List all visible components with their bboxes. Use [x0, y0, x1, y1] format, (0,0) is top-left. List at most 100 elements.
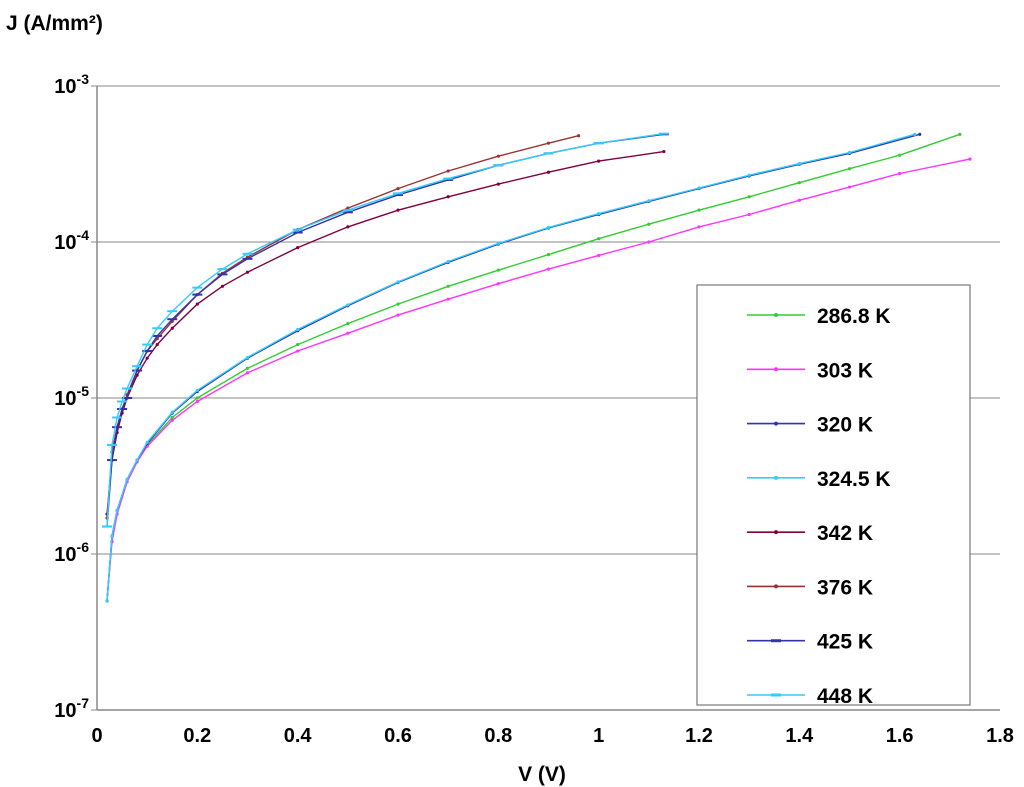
- data-point: [396, 186, 400, 191]
- data-point: [110, 534, 114, 538]
- y-tick-label: 10-4: [54, 227, 89, 254]
- legend-label: 448 K: [817, 685, 873, 708]
- legend-marker: [774, 367, 778, 372]
- legend-entry: 286.8 K: [747, 305, 891, 328]
- data-point: [115, 508, 119, 513]
- legend-label: 376 K: [817, 576, 873, 599]
- data-point: [697, 208, 701, 212]
- data-point: [396, 313, 400, 317]
- data-point: [245, 355, 250, 360]
- legend-entry: 303 K: [747, 359, 873, 382]
- legend-entry: 376 K: [747, 576, 873, 599]
- data-point: [396, 208, 400, 212]
- data-point: [496, 282, 500, 286]
- data-point: [296, 327, 300, 332]
- data-point: [496, 154, 500, 158]
- data-point: [597, 253, 601, 258]
- legend-box: [696, 284, 971, 706]
- x-tick-label: 1.6: [886, 725, 914, 747]
- legend-entry: 320 K: [747, 414, 873, 437]
- data-point: [747, 173, 751, 177]
- data-point: [847, 167, 852, 171]
- data-point: [245, 270, 250, 274]
- data-point: [968, 157, 972, 161]
- data-point: [577, 134, 581, 138]
- series-3: [105, 132, 917, 603]
- data-point: [747, 195, 751, 199]
- data-point: [898, 171, 902, 176]
- data-point: [220, 284, 225, 288]
- legend-label: 324.5 K: [817, 468, 891, 491]
- data-point: [155, 342, 159, 347]
- data-point: [346, 321, 350, 326]
- legend-label: 286.8 K: [817, 305, 891, 328]
- series-group: [102, 132, 972, 603]
- legend-marker: [774, 584, 778, 589]
- x-tick-label: 1.4: [785, 725, 814, 747]
- data-point: [797, 198, 801, 202]
- data-point: [446, 259, 450, 264]
- data-point: [697, 186, 701, 190]
- legend-marker: [774, 313, 778, 317]
- x-axis-title: V (V): [518, 763, 566, 786]
- data-point: [170, 326, 174, 330]
- series-line: [106, 132, 665, 527]
- x-tick-label: 0.8: [484, 725, 512, 747]
- legend-entry: 448 K: [747, 685, 873, 708]
- data-point: [597, 212, 601, 216]
- x-tick-label: 0: [91, 725, 102, 747]
- x-tick-label: 1.8: [986, 725, 1014, 747]
- y-tick-label: 10-7: [54, 695, 89, 722]
- series-7: [102, 132, 669, 528]
- data-point: [546, 225, 551, 230]
- data-point: [245, 366, 250, 370]
- y-tick-label: 10-5: [54, 383, 89, 410]
- data-point: [647, 240, 651, 244]
- data-point: [898, 153, 902, 157]
- legend-label: 425 K: [817, 631, 873, 654]
- data-point: [195, 396, 199, 400]
- data-point: [546, 267, 551, 271]
- x-tick-label: 0.6: [384, 725, 412, 747]
- data-point: [446, 284, 450, 288]
- data-point: [697, 225, 701, 229]
- data-point: [346, 206, 350, 210]
- data-point: [747, 212, 751, 217]
- data-point: [296, 349, 300, 353]
- data-point: [170, 410, 174, 414]
- data-point: [296, 342, 300, 347]
- x-tick-label: 1.2: [685, 725, 713, 747]
- legend: 286.8 K 303 K 320 K 324.5 K 342 K 376 K 425 K 4…: [696, 284, 971, 708]
- data-point: [346, 331, 350, 335]
- y-axis-title: J (A/mm²): [6, 12, 103, 35]
- series-line: [106, 135, 579, 519]
- data-point: [170, 418, 174, 422]
- data-point: [135, 458, 139, 462]
- data-point: [396, 280, 400, 284]
- legend-entry: 425 K: [747, 631, 873, 654]
- data-point: [346, 303, 350, 307]
- axes: [91, 85, 1000, 711]
- data-point: [958, 132, 962, 136]
- x-tick-label: 1: [593, 725, 604, 747]
- data-point: [195, 399, 199, 404]
- data-point: [346, 225, 350, 229]
- data-point: [546, 253, 551, 257]
- legend-entry: 324.5 K: [747, 468, 891, 491]
- legend-marker: [774, 421, 778, 426]
- data-point: [195, 388, 199, 392]
- data-point: [662, 149, 666, 154]
- y-tick-label: 10-6: [54, 539, 89, 566]
- data-point: [847, 150, 852, 155]
- data-point: [647, 199, 651, 203]
- x-tick-label: 0.4: [284, 725, 313, 747]
- data-point: [125, 477, 129, 482]
- data-point: [546, 141, 551, 145]
- legend-label: 303 K: [817, 359, 873, 382]
- legend-label: 320 K: [817, 414, 873, 437]
- data-point: [245, 371, 250, 375]
- data-point: [446, 169, 450, 173]
- data-point: [105, 599, 109, 603]
- data-point: [170, 415, 174, 420]
